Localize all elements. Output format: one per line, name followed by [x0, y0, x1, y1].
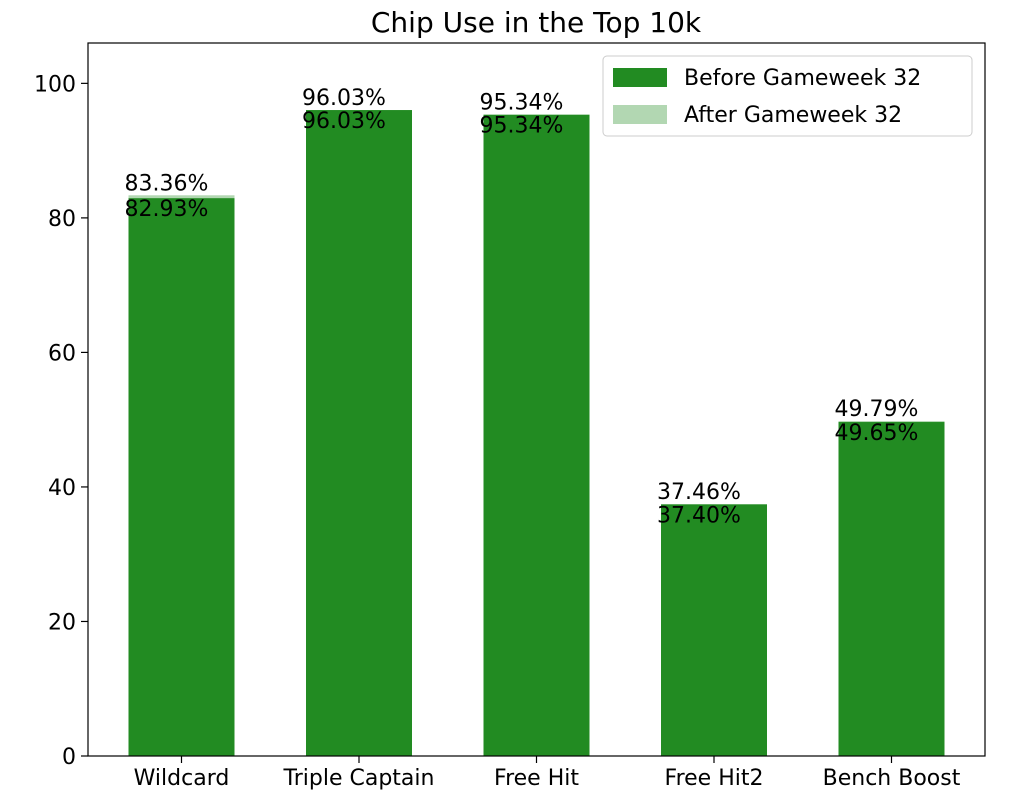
chart-title: Chip Use in the Top 10k	[371, 6, 702, 39]
data-label-after: 95.34%	[480, 91, 564, 116]
legend-box	[602, 55, 973, 137]
x-tick-label: Bench Boost	[823, 766, 961, 791]
data-label-after: 49.79%	[835, 397, 919, 422]
x-tick-label: Triple Captain	[283, 766, 435, 791]
axes-frame	[87, 42, 986, 757]
x-tick-label: Wildcard	[134, 766, 230, 791]
y-tick-label: 80	[48, 207, 76, 232]
plot-area: 0 20 40 60 80 100 82.93% 96.03% 95.34% 37.40% 49.6…	[34, 42, 986, 791]
legend-label: After Gameweek 32	[684, 103, 902, 128]
data-label-before: 82.93%	[125, 197, 209, 222]
legend-label: Before Gameweek 32	[684, 66, 921, 91]
bar-before-gw32	[661, 504, 767, 756]
bar-before-gw32	[483, 114, 590, 756]
data-label-after: 37.46%	[657, 480, 741, 505]
data-label-before: 96.03%	[302, 109, 386, 134]
data-label-before: 49.65%	[835, 421, 919, 446]
data-label-after: 83.36%	[125, 171, 209, 196]
legend: Before Gameweek 32 After Gameweek 32	[602, 55, 973, 137]
y-tick-label: 40	[48, 476, 76, 501]
x-tick-label: Free Hit2	[665, 766, 764, 791]
y-tick-label: 0	[62, 745, 76, 770]
y-tick-label: 20	[48, 610, 76, 635]
y-tick-label: 100	[34, 72, 76, 97]
legend-swatch	[613, 105, 667, 124]
data-label-before: 95.34%	[480, 114, 564, 139]
bar-before-gw32	[306, 110, 412, 756]
data-label-before: 37.40%	[657, 503, 741, 528]
bar-before-gw32	[838, 422, 945, 756]
x-tick-label: Free Hit	[494, 766, 579, 791]
y-tick-label: 60	[48, 341, 76, 366]
bar-before-gw32	[128, 198, 235, 756]
legend-swatch	[613, 68, 667, 87]
data-label-after: 96.03%	[302, 86, 386, 111]
